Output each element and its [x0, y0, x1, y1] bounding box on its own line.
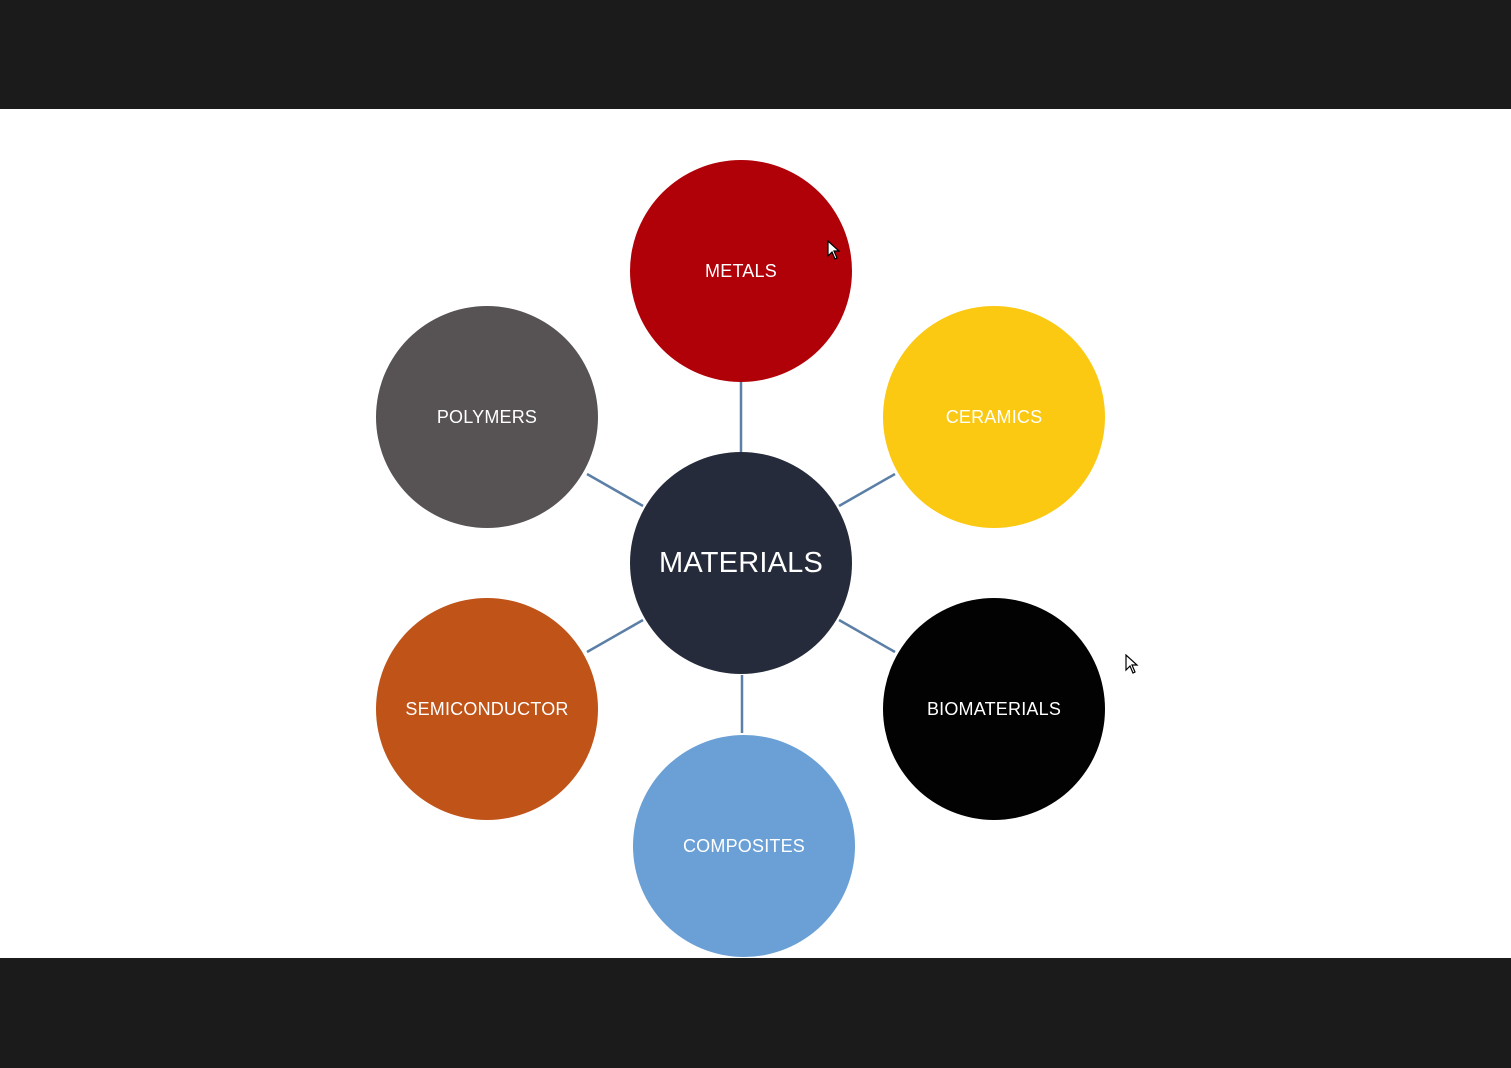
- connector-ceramics: [838, 472, 896, 508]
- connector-semiconductor: [586, 618, 644, 654]
- viewer-bottom-bar: [0, 958, 1511, 1068]
- hub-label: MATERIALS: [658, 546, 824, 579]
- node-biomaterials: BIOMATERIALS: [883, 598, 1105, 820]
- viewer-top-bar: [0, 0, 1511, 109]
- connector-lines: [586, 381, 896, 733]
- node-ceramics: CERAMICS: [883, 306, 1105, 528]
- node-polymers: POLYMERS: [376, 306, 598, 528]
- node-label-polymers: POLYMERS: [436, 406, 538, 427]
- connector-biomaterials: [838, 618, 896, 654]
- node-composites: COMPOSITES: [633, 735, 855, 957]
- hub-node-materials: MATERIALS: [630, 452, 852, 674]
- node-label-ceramics: CERAMICS: [945, 406, 1043, 427]
- mouse-pointer-icon: [827, 240, 841, 260]
- node-semiconductor: SEMICONDUCTOR: [376, 598, 598, 820]
- node-label-biomaterials: BIOMATERIALS: [926, 698, 1062, 719]
- node-label-composites: COMPOSITES: [682, 835, 805, 856]
- node-metals: METALS: [630, 160, 852, 382]
- node-label-semiconductor: SEMICONDUCTOR: [405, 698, 569, 719]
- mouse-pointer-outline-icon: [1125, 654, 1139, 674]
- slide: MATERIALS METALS CERAMICS BIOMATERIALS C…: [0, 109, 1511, 958]
- connector-polymers: [586, 472, 644, 508]
- node-label-metals: METALS: [705, 260, 777, 281]
